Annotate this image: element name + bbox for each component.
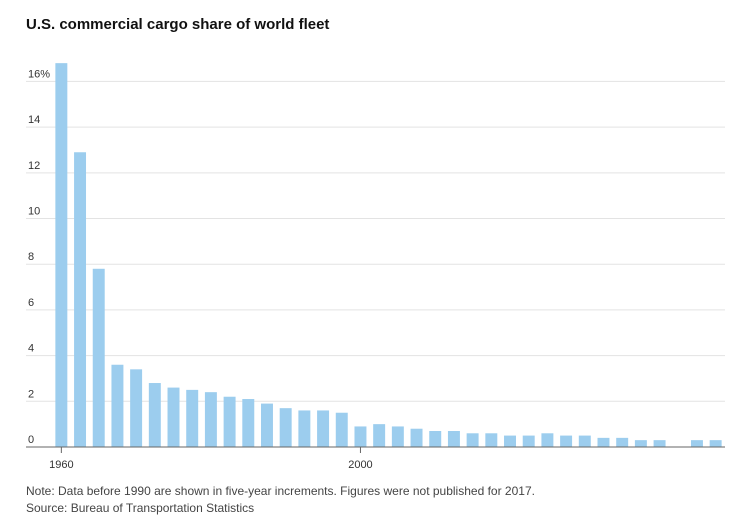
bar-1965 [74,152,87,447]
bar-2015 [634,440,647,447]
footnote: Note: Data before 1990 are shown in five… [26,484,535,498]
y-tick-label: 12 [28,160,40,172]
bar-2006 [466,433,479,447]
y-tick-label: 10 [28,206,40,218]
y-tick-label: 0 [28,434,34,446]
bar-1991 [186,389,199,447]
bar-1970 [92,268,105,447]
bar-2004 [429,431,442,447]
bar-1997 [298,410,311,447]
bar-1975 [111,364,124,447]
bar-2000 [354,426,367,447]
x-tick-label: 2000 [348,459,372,471]
bar-1960 [55,63,68,448]
bar-2007 [485,433,498,447]
source-line: Source: Bureau of Transportation Statist… [26,501,255,515]
bar-1985 [148,383,161,447]
x-tick-label: 1960 [49,459,73,471]
bar-1999 [335,412,348,447]
bar-2011 [560,435,573,447]
bar-1993 [223,396,236,447]
bar-1992 [204,392,217,447]
bar-2009 [522,435,535,447]
y-tick-label: 16% [28,68,50,80]
bar-2014 [616,437,629,447]
bar-2016 [653,440,666,447]
bars [55,63,722,448]
bar-2002 [391,426,404,447]
bar-2010 [541,433,554,447]
bar-1990 [167,387,180,447]
bar-2018 [690,440,703,447]
bar-1994 [242,399,255,447]
chart-footer: Note: Data before 1990 are shown in five… [26,483,535,517]
bar-1980 [130,369,143,447]
bar-2013 [597,437,610,447]
y-tick-label: 4 [28,343,34,355]
y-tick-label: 6 [28,297,34,309]
bar-2019 [709,440,722,447]
y-axis-ticks: 0 2 4 6 8 10 12 14 16% [28,68,50,446]
x-axis-ticks: 1960 2000 [49,447,373,471]
y-tick-label: 2 [28,388,34,400]
y-tick-label: 8 [28,251,34,263]
chart-title: U.S. commercial cargo share of world fle… [26,16,330,33]
bar-2003 [410,428,423,447]
bar-1995 [261,403,273,447]
bar-2001 [373,424,386,447]
bar-2008 [504,435,516,447]
bar-1998 [317,410,330,447]
bar-1996 [279,408,292,447]
bar-2012 [578,435,591,447]
bar-chart: 0 2 4 6 8 10 12 14 16% 1960 2000 [26,63,725,471]
y-tick-label: 14 [28,114,40,126]
bar-2005 [447,431,460,447]
gridlines [26,80,725,402]
